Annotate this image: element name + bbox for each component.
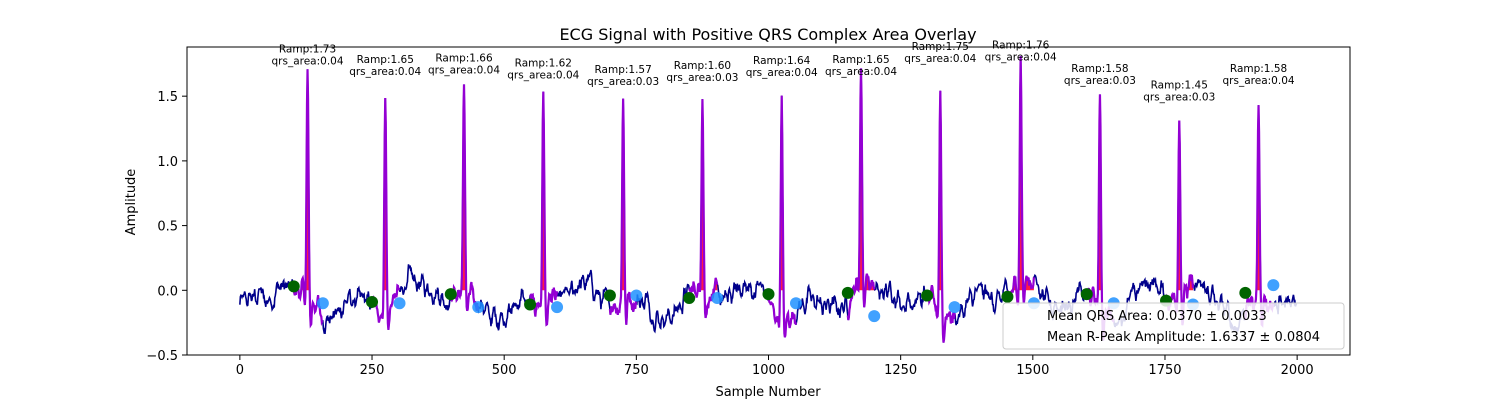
- y-tick-label: 0.0: [157, 284, 178, 299]
- qrs-area-annotation: qrs_area:0.04: [1223, 75, 1295, 87]
- qrs-area-annotation: qrs_area:0.03: [587, 76, 659, 88]
- legend-entry-qrs-area: Mean QRS Area: 0.0370 ± 0.0033: [1047, 309, 1267, 324]
- x-tick-label: 750: [624, 363, 649, 378]
- qrs-segment-line: [767, 95, 798, 338]
- qrs-area-annotation: qrs_area:0.04: [746, 67, 818, 79]
- x-tick-label: 1750: [1148, 363, 1181, 378]
- s-point-marker: [551, 301, 564, 314]
- qrs-area-annotation: qrs_area:0.04: [272, 55, 344, 67]
- qrs-area-annotation: qrs_area:0.04: [825, 66, 897, 78]
- x-tick-label: 1250: [884, 363, 917, 378]
- plot-area: 0 250 500 750 1000 1250 1500 1750 2000 −0.5 0.0 0.5…: [146, 40, 1351, 378]
- qrs-area-annotation: qrs_area:0.03: [1143, 92, 1215, 104]
- qrs-area-annotation: qrs_area:0.04: [349, 66, 421, 78]
- qrs-area-annotation: qrs_area:0.04: [904, 53, 976, 65]
- ramp-annotation: Ramp:1.76: [992, 40, 1050, 52]
- q-point-marker: [762, 288, 775, 301]
- y-tick-label: −0.5: [146, 349, 178, 364]
- x-tick-label: 250: [360, 363, 385, 378]
- qrs-segment-line: [370, 97, 401, 330]
- qrs-segment-line: [608, 98, 638, 325]
- ramp-annotation: Ramp:1.73: [279, 43, 336, 55]
- x-tick-label: 1000: [752, 363, 785, 378]
- qrs-area-annotation: qrs_area:0.04: [507, 70, 579, 82]
- qrs-segment-line: [1164, 120, 1195, 326]
- q-point-marker: [524, 298, 537, 311]
- x-tick-label: 500: [492, 363, 517, 378]
- axes-frame: [186, 46, 1351, 356]
- qrs-area-annotation: qrs_area:0.04: [428, 64, 500, 76]
- y-tick-label: 0.5: [157, 220, 178, 235]
- qrs-segment-line: [926, 90, 956, 343]
- ramp-annotation: Ramp:1.62: [515, 58, 572, 70]
- q-point-marker: [1239, 286, 1252, 299]
- s-point-marker: [393, 297, 406, 310]
- s-point-marker: [789, 297, 802, 310]
- y-axis-label: Amplitude: [124, 169, 139, 236]
- legend: Mean QRS Area: 0.0370 ± 0.0033 Mean R-Pe…: [1002, 302, 1345, 350]
- s-point-marker: [630, 289, 643, 302]
- ramp-annotation: Ramp:1.66: [435, 52, 493, 64]
- q-point-marker: [603, 289, 616, 302]
- ramp-annotation: Ramp:1.58: [1071, 63, 1128, 75]
- q-point-marker: [287, 280, 300, 293]
- q-point-marker: [366, 295, 379, 308]
- x-tick-label: 0: [236, 363, 244, 378]
- x-tick-label: 1500: [1016, 363, 1049, 378]
- qrs-area-annotation: qrs_area:0.03: [1064, 75, 1136, 87]
- s-point-marker: [948, 301, 961, 314]
- ramp-annotation: Ramp:1.58: [1230, 63, 1287, 75]
- s-point-marker: [868, 310, 881, 323]
- ramp-annotation: Ramp:1.64: [753, 55, 811, 67]
- s-point-marker: [316, 297, 329, 310]
- ramp-annotation: Ramp:1.60: [674, 60, 731, 72]
- q-point-marker: [444, 288, 457, 301]
- qrs-area-fill: [847, 68, 875, 291]
- chart-title: ECG Signal with Positive QRS Complex Are…: [559, 25, 976, 44]
- s-point-marker: [711, 292, 724, 305]
- ramp-annotation: Ramp:1.65: [832, 54, 889, 66]
- qrs-segment-line: [292, 69, 324, 329]
- q-point-marker: [1080, 288, 1093, 301]
- ramp-annotation: Ramp:1.65: [357, 54, 414, 66]
- qrs-area-annotation: qrs_area:0.04: [985, 52, 1057, 64]
- q-point-marker: [683, 292, 696, 305]
- ramp-annotation: Ramp:1.45: [1151, 80, 1208, 92]
- qrs-area-annotation: qrs_area:0.03: [666, 72, 738, 84]
- x-axis-label: Sample Number: [715, 385, 821, 400]
- y-tick-label: 1.0: [157, 155, 178, 170]
- q-point-marker: [921, 289, 934, 302]
- legend-box: [1002, 302, 1345, 350]
- ramp-annotation: Ramp:1.57: [594, 64, 651, 76]
- qrs-segment-line: [1006, 56, 1035, 306]
- y-tick-label: 1.5: [157, 90, 178, 105]
- q-point-marker: [1001, 290, 1014, 303]
- legend-entry-r-peak-amplitude: Mean R-Peak Amplitude: 1.6337 ± 0.0804: [1047, 330, 1320, 345]
- s-point-marker: [1267, 279, 1280, 292]
- x-tick-label: 2000: [1281, 363, 1314, 378]
- q-point-marker: [841, 286, 854, 299]
- s-point-marker: [472, 301, 485, 314]
